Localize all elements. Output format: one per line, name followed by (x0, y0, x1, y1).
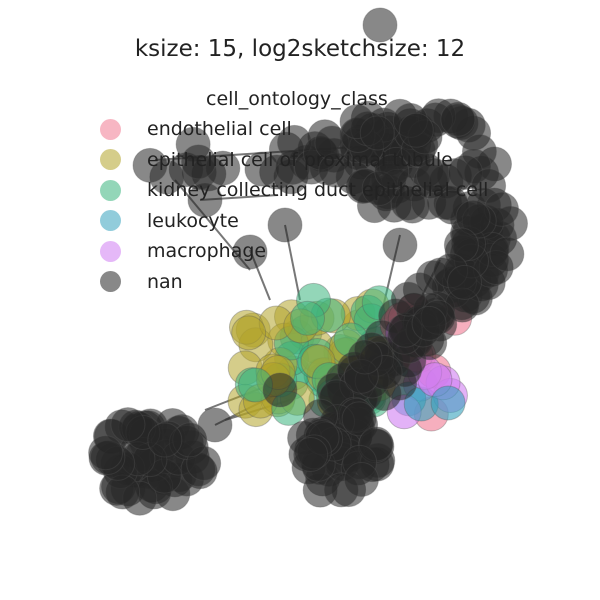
node-nan (489, 236, 525, 272)
nan-nodes (88, 7, 529, 516)
node-nan (88, 435, 124, 471)
node-nan (262, 372, 298, 408)
legend-swatch (100, 271, 121, 293)
legend-swatch (100, 149, 121, 171)
chart-title: ksize: 15, log2sketchsize: 12 (134, 36, 466, 62)
node-nan (267, 207, 303, 243)
node-colored (430, 385, 466, 421)
legend-item-macrophage: macrophage (96, 236, 488, 267)
legend-label: endothelial cell (147, 118, 292, 141)
node-nan (187, 182, 223, 218)
node-nan (390, 281, 426, 317)
node-nan (180, 144, 216, 180)
node-collecting-duct (290, 300, 326, 336)
legend-label: nan (147, 270, 183, 293)
node-nan (390, 185, 426, 221)
legend-item-collecting-duct: kidney collecting duct epithelial cell (96, 175, 488, 206)
node-nan (362, 7, 398, 43)
node-nan (359, 115, 395, 151)
node-nan (447, 264, 483, 300)
legend-swatch (100, 118, 121, 140)
legend-item-nan: nan (96, 267, 488, 298)
legend-item-endothelial: endothelial cell (96, 114, 488, 145)
node-nan (132, 147, 168, 183)
legend-title: cell_ontology_class (206, 88, 388, 110)
legend-item-leukocyte: leukocyte (96, 206, 488, 237)
node-nan (232, 234, 268, 270)
legend: cell_ontology_class endothelial cell epi… (96, 88, 488, 297)
node-nan (347, 339, 383, 375)
legend-label: epithelial cell of proximal tubule (147, 148, 453, 171)
node-nan (382, 227, 418, 263)
legend-swatch (100, 179, 121, 201)
node-nan (343, 461, 379, 497)
legend-label: leukocyte (147, 209, 239, 232)
node-nan (197, 407, 233, 443)
node-nan (341, 401, 377, 437)
legend-label: kidney collecting duct epithelial cell (147, 179, 489, 202)
node-nan (374, 154, 410, 190)
legend-swatch (100, 210, 121, 232)
node-nan (110, 407, 146, 443)
legend-label: macrophage (147, 240, 267, 263)
node-proximal-tubule (231, 315, 267, 351)
node-nan (440, 101, 476, 137)
node-nan (398, 112, 434, 148)
legend-item-proximal-tubule: epithelial cell of proximal tubule (96, 145, 488, 176)
legend-swatch (100, 240, 121, 262)
node-nan (293, 436, 329, 472)
node-nan (147, 422, 183, 458)
node-nan (411, 305, 447, 341)
